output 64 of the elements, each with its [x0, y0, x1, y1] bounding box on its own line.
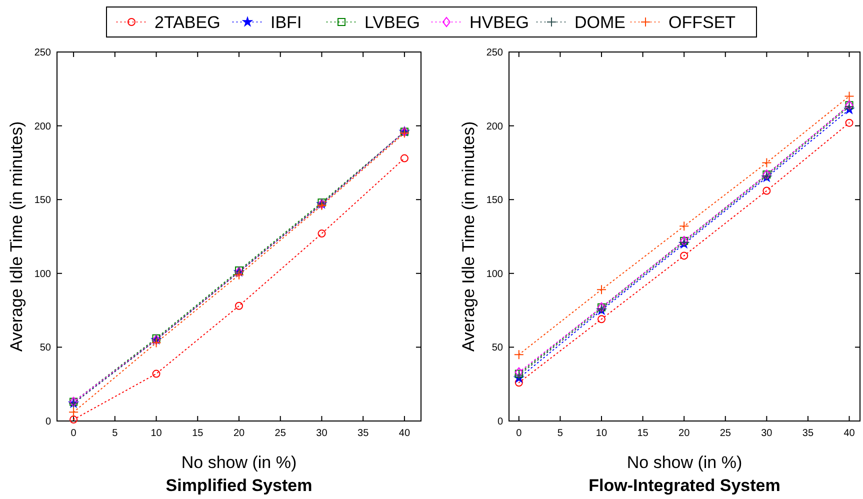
x-tick-label: 5	[557, 428, 564, 439]
point	[152, 370, 160, 378]
y-tick-label: 100	[34, 268, 52, 280]
x-tick-label: 20	[678, 428, 690, 439]
x-tick-label: 35	[358, 428, 370, 439]
point	[762, 186, 771, 195]
text: Simplified System	[166, 476, 312, 495]
y-tick-label: 200	[34, 121, 52, 132]
y-tick-label: 250	[486, 48, 504, 58]
point	[679, 221, 690, 232]
y-axis-title: Average Idle Time (in minutes)	[7, 121, 26, 352]
point	[596, 284, 606, 295]
x-tick-label: 25	[274, 428, 286, 439]
x-tick-label: 10	[596, 428, 608, 439]
point	[762, 158, 772, 168]
legend-label: OFFSET	[668, 13, 736, 32]
point	[234, 270, 244, 280]
x-axis-title: No show (in %)	[626, 453, 742, 472]
x-tick-label: 40	[398, 428, 410, 439]
point	[514, 370, 523, 378]
point	[400, 154, 408, 162]
point	[680, 252, 688, 260]
y-tick-label: 150	[486, 195, 504, 206]
x-tick-label: 30	[761, 428, 773, 439]
x-tick-label: 25	[720, 428, 732, 439]
x-tick-label: 0	[516, 428, 522, 439]
y-tick-label: 50	[492, 342, 504, 354]
point	[844, 91, 854, 102]
x-tick-label: 40	[844, 428, 856, 439]
legend-label: 2TABEG	[154, 13, 220, 32]
point	[514, 370, 524, 380]
point	[845, 118, 854, 127]
y-axis-title: Average Idle Time (in minutes)	[459, 121, 478, 352]
x-tick-label: 15	[637, 428, 649, 439]
x-tick-label: 20	[233, 428, 245, 439]
legend-label: IBFI	[270, 13, 302, 32]
point	[68, 407, 79, 418]
y-tick-label: 250	[34, 48, 52, 58]
x-tick-label: 15	[192, 428, 204, 439]
x-tick-label: 30	[316, 428, 328, 439]
x-axis-title: No show (in %)	[181, 453, 297, 472]
legend-label: HVBEG	[470, 13, 530, 32]
point	[70, 416, 78, 424]
text: Flow-Integrated System	[588, 476, 780, 495]
y-tick-label: 200	[486, 121, 504, 132]
legend-label: DOME	[574, 13, 626, 32]
x-tick-label: 35	[802, 428, 814, 439]
y-tick-label: 0	[45, 416, 52, 428]
point	[514, 367, 523, 378]
y-tick-label: 100	[486, 268, 504, 280]
y-tick-label: 0	[497, 416, 504, 428]
y-tick-label: 50	[40, 342, 52, 354]
point	[152, 334, 160, 342]
legend-label: LVBEG	[364, 13, 420, 32]
point	[514, 350, 524, 360]
point	[318, 230, 326, 238]
point	[151, 338, 162, 348]
x-tick-label: 10	[150, 428, 162, 439]
x-tick-label: 0	[70, 428, 77, 439]
point	[235, 302, 243, 310]
x-tick-label: 5	[112, 428, 118, 439]
point	[514, 378, 523, 387]
y-tick-label: 150	[34, 195, 52, 206]
point	[598, 315, 606, 324]
